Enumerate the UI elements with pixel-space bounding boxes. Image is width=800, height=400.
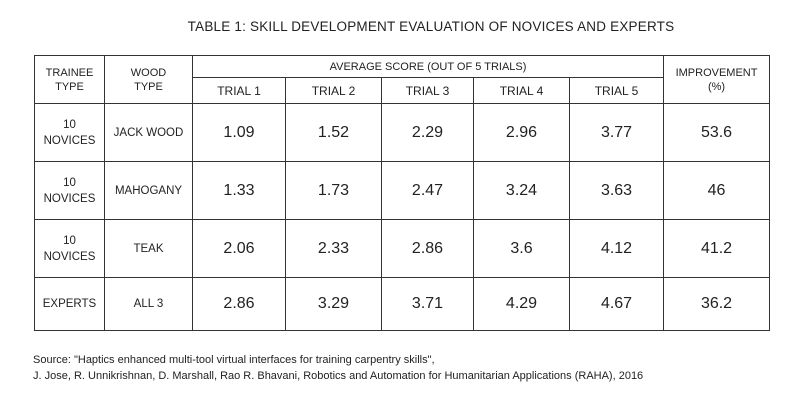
trainee-type-line: NOVICES [43,250,96,263]
score-cell-trial-4: 3.6 [473,219,570,278]
trainee-type-cell: 10 NOVICES [34,161,105,220]
score-cell-trial-5: 3.77 [568,103,665,162]
score-cell-trial-3: 3.71 [381,277,474,331]
trainee-type-cell: 10 NOVICES [34,219,105,278]
improvement-cell: 53.6 [663,103,771,162]
wood-type-cell: TEAK [104,219,193,278]
improvement-cell: 46 [663,161,771,220]
score-cell-trial-3: 2.86 [381,219,474,278]
score-cell-trial-3: 2.47 [381,161,474,220]
score-cell-trial-4: 2.96 [473,103,570,162]
score-cell-trial-1: 1.09 [192,103,286,162]
header-trial-1: TRIAL 1 [192,77,286,104]
improvement-cell: 41.2 [663,219,771,278]
improvement-cell: 36.2 [663,277,771,331]
score-cell-trial-2: 1.52 [285,103,382,162]
header-trial-4: TRIAL 4 [473,77,570,104]
header-trainee-type-line2: TYPE [55,80,84,93]
header-improvement-line2: (%) [707,80,726,93]
score-cell-trial-1: 1.33 [192,161,286,220]
header-average-score: AVERAGE SCORE (OUT OF 5 TRIALS) [191,55,665,78]
trainee-type-cell: EXPERTS [34,277,105,331]
source-line-1: Source: "Haptics enhanced multi-tool vir… [33,354,435,366]
score-cell-trial-5: 4.12 [568,219,665,278]
score-cell-trial-2: 3.29 [285,277,382,331]
wood-type-cell: ALL 3 [104,277,193,331]
score-cell-trial-5: 3.63 [568,161,665,220]
score-cell-trial-2: 1.73 [285,161,382,220]
table-row: 10 NOVICES TEAK 2.06 2.33 2.86 3.6 4.12 41.2 [34,219,771,278]
score-cell-trial-2: 2.33 [285,219,382,278]
header-improvement: IMPROVEMENT (%) [663,55,771,104]
score-cell-trial-5: 4.67 [568,277,665,331]
table-row: 10 NOVICES JACK WOOD 1.09 1.52 2.29 2.96 3.77 53… [34,103,771,162]
trainee-type-line: 10 [63,176,76,189]
score-cell-trial-1: 2.86 [192,277,286,331]
wood-type-cell: MAHOGANY [104,161,193,220]
header-improvement-line1: IMPROVEMENT [675,66,758,79]
score-cell-trial-4: 3.24 [473,161,570,220]
header-trainee-type-line1: TRAINEE [45,66,94,79]
trainee-type-cell: 10 NOVICES [34,103,105,162]
source-line-2: J. Jose, R. Unnikrishnan, D. Marshall, R… [33,370,644,382]
score-cell-trial-3: 2.29 [381,103,474,162]
header-wood-type: WOOD TYPE [104,55,193,104]
trainee-type-line: 10 [63,118,76,131]
trainee-type-line: 10 [63,234,76,247]
wood-type-cell: JACK WOOD [104,103,193,162]
header-trial-5: TRIAL 5 [568,77,665,104]
skill-evaluation-table: TRAINEE TYPE WOOD TYPE AVERAGE SCORE (OU… [34,55,771,331]
table-row: EXPERTS ALL 3 2.86 3.29 3.71 4.29 4.67 36.2 [34,277,771,331]
trainee-type-line: EXPERTS [42,298,97,310]
header-row-1: TRAINEE TYPE WOOD TYPE AVERAGE SCORE (OU… [34,55,771,104]
source-citation: Source: "Haptics enhanced multi-tool vir… [33,352,643,384]
table-row: 10 NOVICES MAHOGANY 1.33 1.73 2.47 3.24 3.63 46 [34,161,771,220]
header-row-2: TRIAL 1 TRIAL 2 TRIAL 3 TRIAL 4 TRIAL 5 [35,77,770,104]
table-title: TABLE 1: SKILL DEVELOPMENT EVALUATION OF… [187,19,675,34]
trainee-type-line: NOVICES [43,134,96,147]
header-trial-2: TRIAL 2 [285,77,382,104]
header-trainee-type: TRAINEE TYPE [34,55,105,104]
score-cell-trial-4: 4.29 [473,277,570,331]
score-cell-trial-1: 2.06 [192,219,286,278]
header-wood-type-line1: WOOD [130,66,167,79]
header-wood-type-line2: TYPE [134,80,163,93]
header-trial-3: TRIAL 3 [381,77,474,104]
trainee-type-line: NOVICES [43,192,96,205]
